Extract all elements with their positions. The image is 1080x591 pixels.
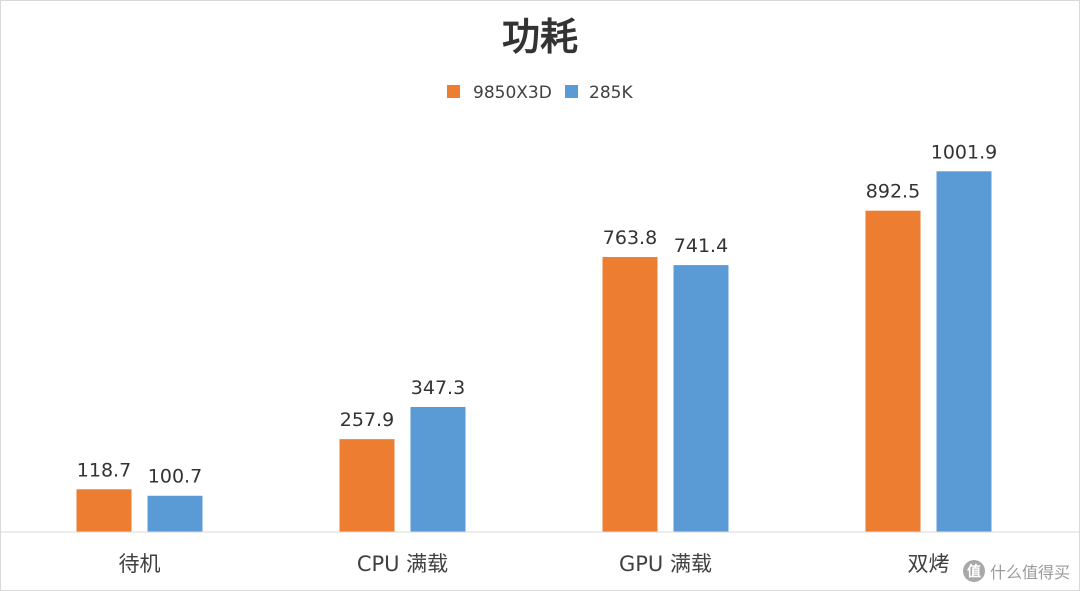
legend-swatch-285k (565, 85, 578, 98)
legend-label-285k: 285K (589, 83, 633, 103)
bar-9850x3d-3 (865, 210, 921, 532)
bar-9850x3d-1 (339, 439, 395, 532)
category-label-1: CPU 满载 (357, 552, 448, 576)
watermark-text: 什么值得买 (989, 563, 1070, 582)
chart-title: 功耗 (502, 15, 578, 59)
category-label-0: 待机 (119, 552, 161, 576)
data-label-285k-0: 100.7 (148, 466, 202, 488)
legend-label-9850x3d: 9850X3D (473, 83, 552, 103)
category-labels-group: 待机 CPU 满载 GPU 满载 双烤 (119, 552, 950, 576)
bars-group (76, 171, 992, 533)
data-label-285k-3: 1001.9 (931, 141, 997, 163)
bar-285k-1 (410, 406, 466, 532)
data-label-285k-1: 347.3 (411, 377, 465, 399)
data-label-9850x3d-0: 118.7 (77, 459, 131, 481)
category-label-3: 双烤 (908, 552, 950, 576)
data-label-9850x3d-3: 892.5 (866, 181, 920, 203)
bar-285k-2 (673, 265, 729, 532)
bar-9850x3d-0 (76, 489, 132, 532)
data-label-9850x3d-2: 763.8 (603, 227, 657, 249)
watermark-badge-icon: 值 (962, 560, 985, 582)
bar-9850x3d-2 (602, 257, 658, 532)
bar-285k-0 (147, 495, 203, 532)
bar-285k-3 (936, 171, 992, 533)
watermark: 值 什么值得买 (962, 559, 1070, 583)
data-label-285k-2: 741.4 (674, 235, 728, 257)
category-label-2: GPU 满载 (619, 552, 712, 576)
legend: 9850X3D 285K (447, 83, 633, 103)
data-labels-group: 118.7 100.7 257.9 347.3 763.8 741.4 892.5 1001.… (77, 141, 997, 487)
legend-swatch-9850x3d (447, 85, 460, 98)
data-label-9850x3d-1: 257.9 (340, 409, 394, 431)
